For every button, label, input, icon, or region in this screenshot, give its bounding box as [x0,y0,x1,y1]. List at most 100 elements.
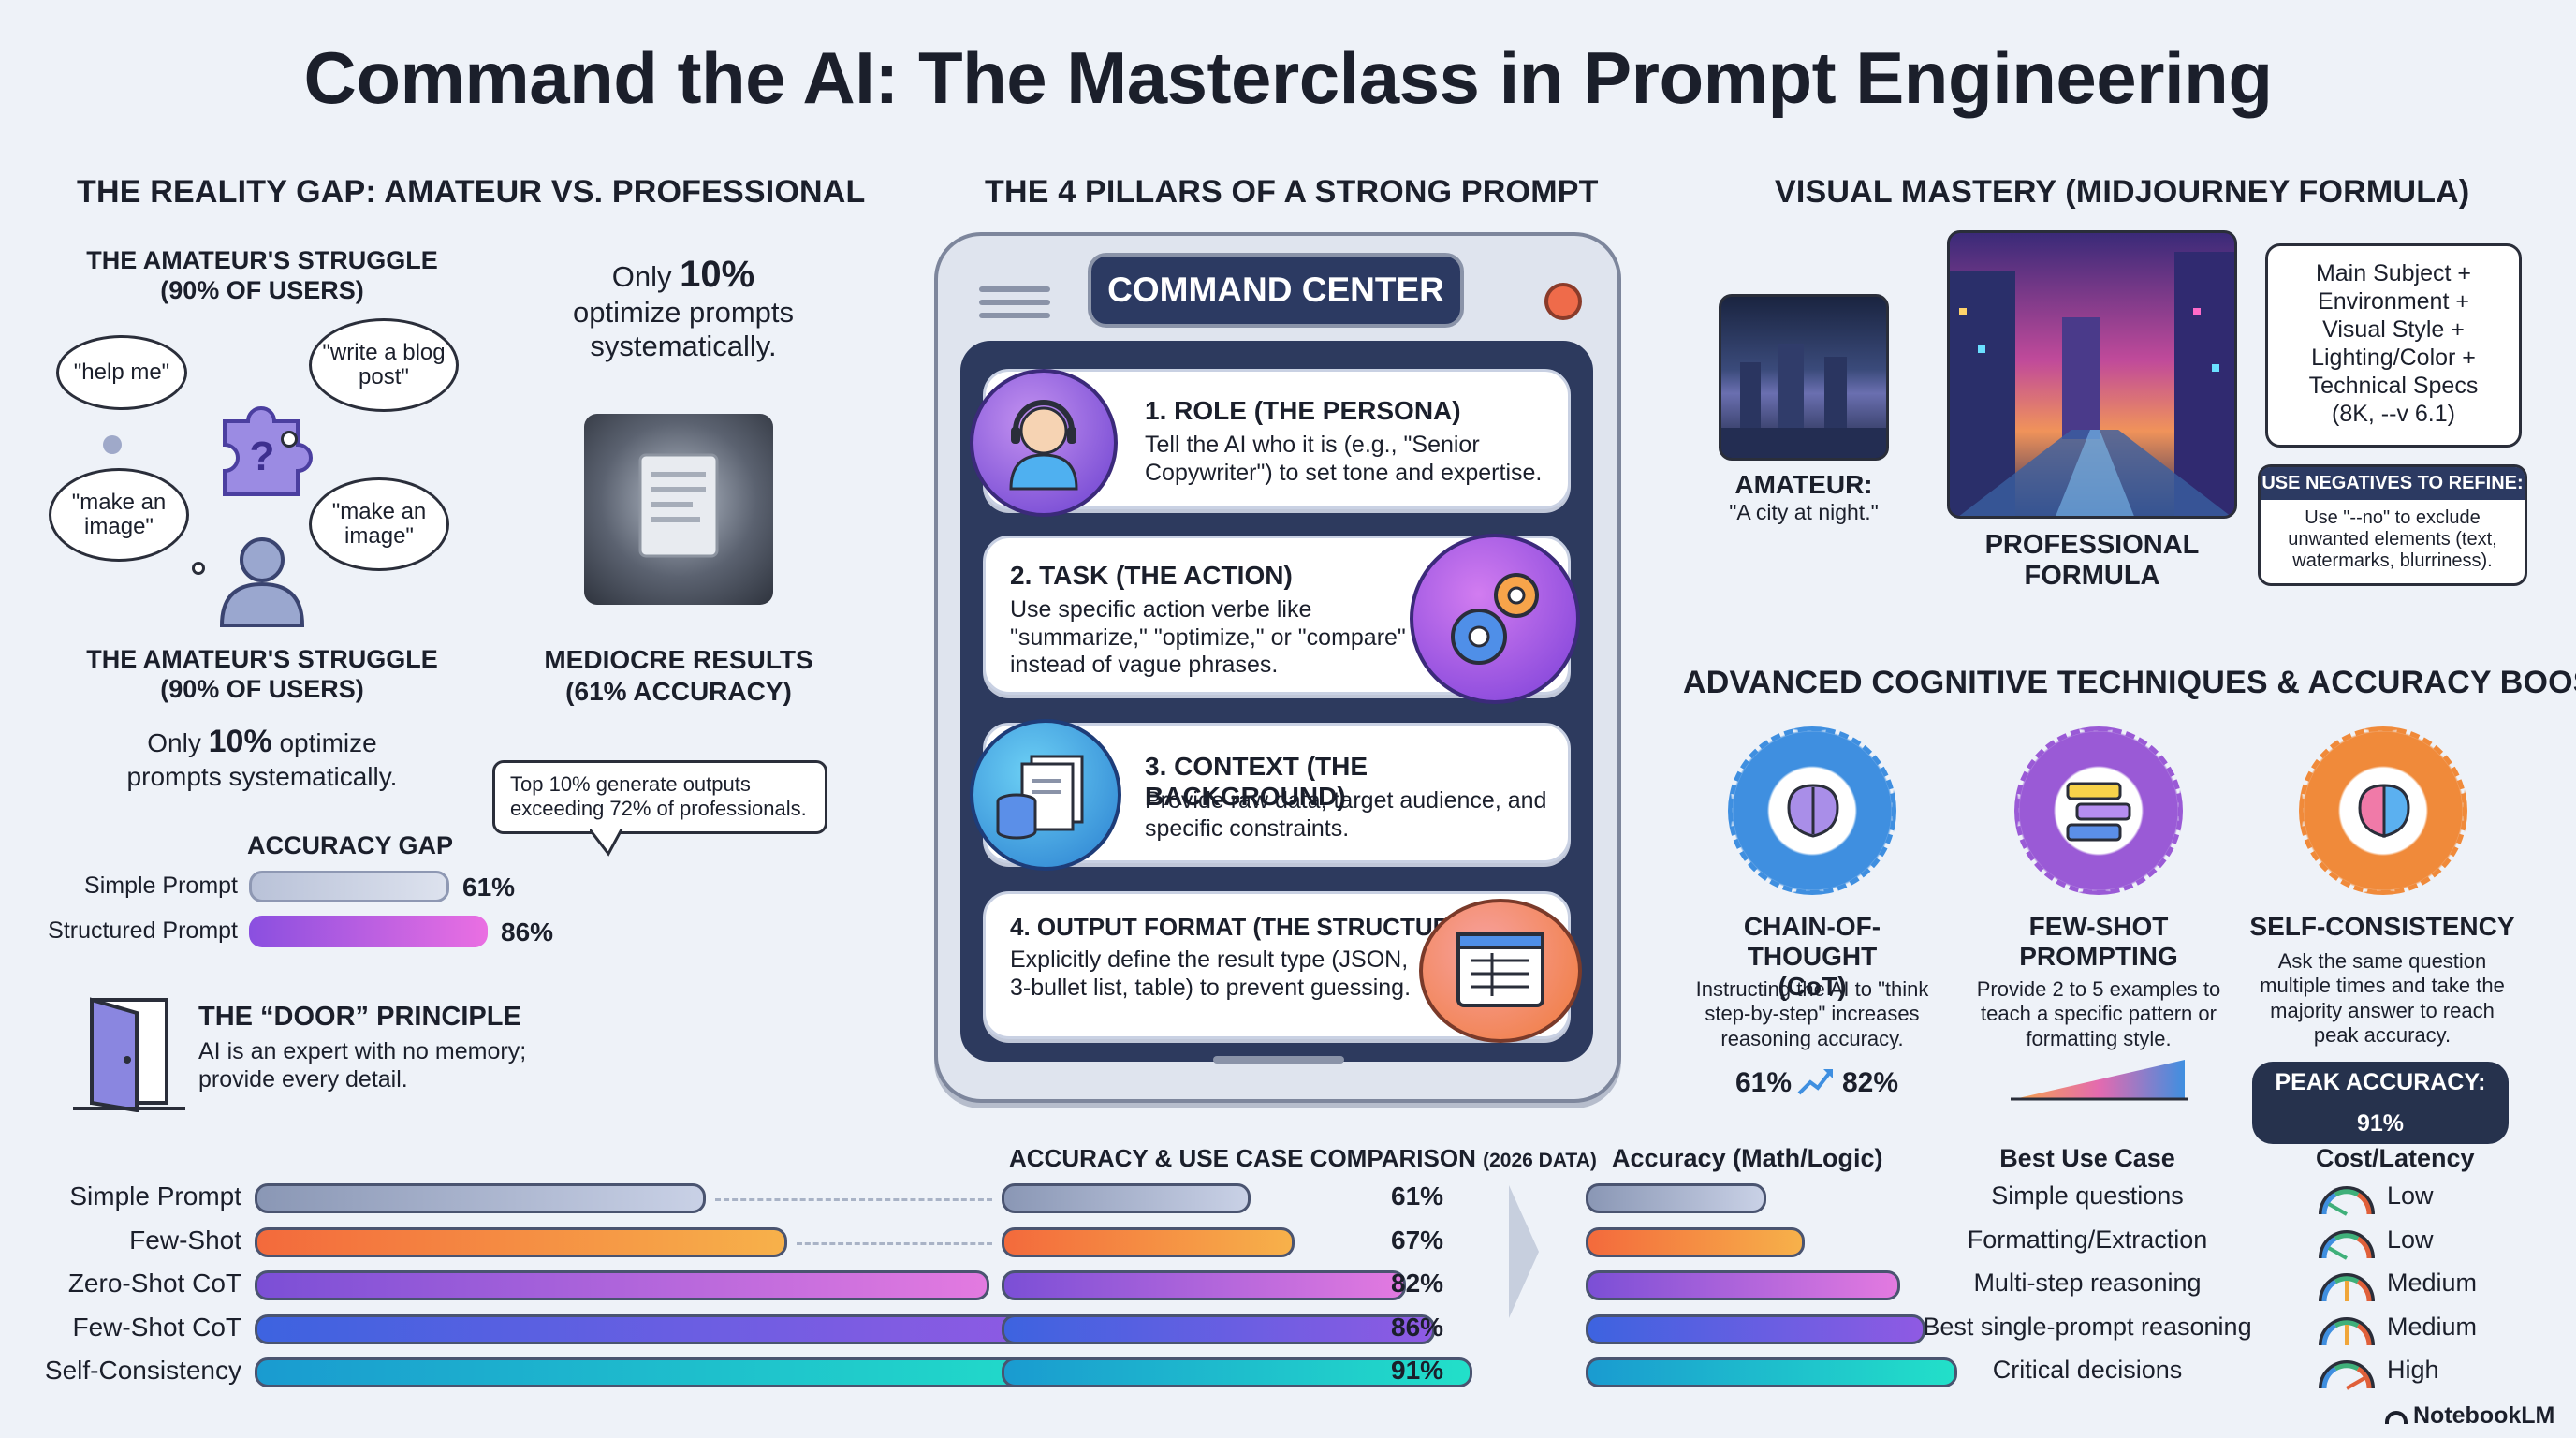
open-door-icon [73,997,185,1112]
comparison-row-bar-long [255,1357,1110,1387]
comparison-row-bar-long [255,1183,706,1213]
speed-gauge-icon [2319,1273,2375,1302]
technique-body-fewshot: Provide 2 to 5 examples to teach a speci… [1976,977,2221,1050]
comparison-row-bar-mid [1002,1357,1472,1387]
speed-gauge-icon [2319,1317,2375,1346]
comparison-row-bar-accuracy [1586,1314,1925,1344]
only-prefix: Only [147,728,209,757]
professional-formula-label: PROFESSIONAL FORMULA [1984,530,2200,592]
only-mid: optimize [271,728,377,757]
only-suffix: optimize prompts systematically. [572,296,795,362]
comparison-row-label: Simple Prompt [69,1181,242,1211]
pillar-body: Provide raw data, target audience, and s… [1145,787,1547,842]
documents-database-icon [970,719,1121,871]
brand-text: NotebookLM [2413,1402,2555,1429]
page-title: Command the AI: The Masterclass in Promp… [303,37,2273,119]
speed-gauge-icon [2319,1186,2375,1216]
chevron-right-icon [1509,1185,1539,1318]
door-principle-text: AI is an expert with no memory; provide … [198,1038,527,1093]
comparison-row-label: Few-Shot CoT [72,1313,242,1342]
comparison-row-use-case: Simple questions [1991,1181,2184,1210]
person-icon [219,537,305,627]
comparison-heading: ACCURACY & USE CASE COMPARISON (2026 DAT… [1009,1144,1597,1173]
comparison-row-label: Few-Shot [129,1225,242,1255]
col-cost-header: Cost/Latency [2316,1144,2475,1172]
negatives-title: USE NEGATIVES TO REFINE: [2261,467,2525,500]
visual-mastery-heading: VISUAL MASTERY (MIDJOURNEY FORMULA) [1775,174,2470,210]
home-bar [1213,1056,1344,1064]
pillar-body: Use specific action verbe like "summariz… [1010,596,1406,678]
comparison-row-bar-long [255,1314,1043,1344]
accuracy-gap-title: ACCURACY GAP [247,831,454,859]
technique-title-selfconsistency: SELF-CONSISTENCY [2249,912,2515,941]
gap-bar-structured [249,916,488,947]
decor-dot [192,562,205,575]
comparison-row-bar-accuracy [1586,1270,1900,1300]
pillar-body: Tell the AI who it is (e.g., "Senior Cop… [1145,432,1543,486]
comparison-row-bar-long [255,1227,787,1257]
gap-value-simple: 61% [462,873,516,902]
comparison-row-use-case: Multi-step reasoning [1973,1269,2202,1297]
puzzle-question-icon: ? [223,406,313,496]
ten-percent-value: 10% [680,254,755,295]
comparison-row-bar-long [255,1270,989,1300]
comparison-row-bar-mid [1002,1314,1435,1344]
amateur-struggle-title-bottom: THE AMATEUR'S STRUGGLE (90% OF USERS) [86,645,438,704]
cot-to-value: 82% [1842,1067,1899,1098]
formula-box: Main Subject + Environment + Visual Styl… [2265,243,2522,448]
pillar-title: 4. OUTPUT FORMAT (THE STRUCTURE) [1010,913,1475,941]
pillar-body: Explicitly define the result type (JSON,… [1010,946,1412,1001]
only-ten-percent-top: Only 10% optimize prompts systematically… [487,253,880,362]
blurry-document-image [584,414,773,605]
comparison-row-use-case: Critical decisions [1992,1356,2183,1384]
svg-text:?: ? [250,433,275,479]
professional-city-image [1947,230,2237,519]
pillar-title: 2. TASK (THE ACTION) [1010,561,1293,590]
peak-accuracy-badge: PEAK ACCURACY: 91% [2252,1062,2509,1144]
rising-wedge-chart-icon [2011,1060,2188,1101]
comparison-row-cost: Low [2387,1181,2434,1210]
command-center-title: COMMAND CENTER [1088,253,1464,328]
advanced-heading: ADVANCED COGNITIVE TECHNIQUES & ACCURACY… [1683,665,2576,700]
amateur-struggle-title-top: THE AMATEUR'S STRUGGLE (90% OF USERS) [86,246,438,305]
pillars-heading: THE 4 PILLARS OF A STRONG PROMPT [985,174,1599,210]
gears-icon [1410,534,1580,704]
reality-gap-heading: THE REALITY GAP: AMATEUR VS. PROFESSIONA… [77,174,866,210]
door-principle-title: THE “DOOR” PRINCIPLE [198,1002,521,1032]
only-suffix: prompts systematically. [126,761,398,791]
callout-tail [590,829,623,857]
comparison-row-value: 91% [1391,1356,1444,1385]
comparison-row-label: Self-Consistency [44,1356,242,1385]
technique-title-fewshot: FEW-SHOT PROMPTING [2019,912,2178,972]
document-icon [638,453,719,558]
col-accuracy-header: Accuracy (Math/Logic) [1612,1144,1883,1172]
comparison-row-cost: Low [2387,1225,2434,1254]
thought-bubble: "help me" [56,335,187,410]
ten-percent-value: 10% [208,724,272,759]
comparison-row-use-case: Best single-prompt reasoning [1923,1313,2252,1341]
table-window-icon [1419,899,1582,1043]
comparison-row-cost: Medium [2387,1313,2478,1341]
chat-cards-gear-icon [2014,726,2183,895]
comparison-row-cost: Medium [2387,1269,2478,1297]
gap-label-simple: Simple Prompt [84,873,238,899]
negatives-body: Use "--no" to exclude unwanted elements … [2288,507,2497,571]
comparison-row-bar-accuracy [1586,1357,1957,1387]
thought-bubble: "write a blog post" [309,318,459,412]
top-ten-callout: Top 10% generate outputs exceeding 72% o… [492,760,827,834]
amateur-city-image [1719,294,1889,461]
headset-person-icon [970,369,1118,517]
gap-label-structured: Structured Prompt [48,917,238,944]
cot-from-value: 61% [1735,1067,1793,1098]
comparison-row-value: 67% [1391,1225,1444,1255]
comparison-row-bar-mid [1002,1227,1295,1257]
mediocre-results: MEDIOCRE RESULTS (61% ACCURACY) [544,645,813,706]
comparison-row-value: 86% [1391,1313,1444,1342]
col-use-header: Best Use Case [1999,1144,2175,1172]
technique-title-cot: CHAIN-OF-THOUGHT (CoT) [1743,912,1881,1002]
comparison-row-bar-accuracy [1586,1183,1766,1213]
trend-up-icon [1797,1069,1833,1095]
menu-lines-icon [979,286,1050,318]
comparison-heading-main: ACCURACY & USE CASE COMPARISON [1009,1144,1476,1172]
thought-bubble: "make an image" [309,477,449,571]
